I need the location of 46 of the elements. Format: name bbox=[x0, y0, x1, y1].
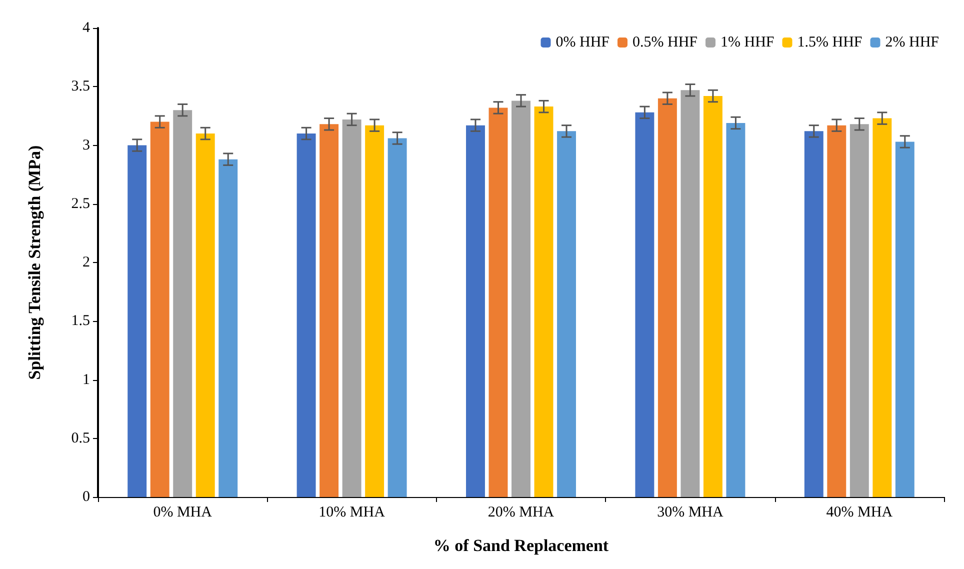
y-tick-label: 3.5 bbox=[71, 78, 90, 95]
y-tick-label: 0.5 bbox=[71, 430, 90, 446]
x-tick-label: 40% MHA bbox=[826, 504, 893, 520]
bar bbox=[218, 159, 238, 497]
bar bbox=[658, 98, 677, 497]
y-tick-label: 0 bbox=[82, 489, 90, 505]
bar bbox=[635, 112, 654, 497]
y-tick-label: 1.5 bbox=[71, 313, 90, 330]
y-tick-label: 4 bbox=[82, 20, 90, 36]
y-tick-label: 2 bbox=[82, 254, 90, 270]
bar bbox=[557, 131, 576, 497]
y-tick-label: 1 bbox=[82, 372, 90, 388]
x-axis-title: % of Sand Replacement bbox=[433, 536, 609, 555]
bar bbox=[804, 131, 824, 497]
bar bbox=[342, 119, 362, 497]
legend-label: 1% HHF bbox=[720, 34, 774, 50]
bar bbox=[512, 100, 530, 497]
bar bbox=[680, 90, 700, 497]
x-tick-label: 10% MHA bbox=[318, 504, 386, 520]
bar bbox=[850, 124, 869, 497]
y-axis-title: Splitting Tensile Strength (MPa) bbox=[25, 145, 44, 380]
x-tick-label: 30% MHA bbox=[657, 504, 724, 520]
bar bbox=[703, 96, 722, 497]
x-tick-label: 20% MHA bbox=[488, 504, 554, 520]
legend-label: 0% HHF bbox=[556, 34, 610, 50]
bar bbox=[296, 134, 316, 497]
bar bbox=[150, 122, 170, 497]
bar bbox=[128, 145, 147, 497]
bar bbox=[534, 106, 554, 497]
bar bbox=[895, 142, 914, 497]
legend-label: 1.5% HHF bbox=[797, 34, 862, 50]
bar bbox=[320, 124, 339, 497]
bar bbox=[466, 125, 485, 497]
legend-label: 0.5% HHF bbox=[632, 34, 698, 50]
bar bbox=[726, 122, 746, 497]
bar bbox=[365, 125, 384, 497]
x-tick-label: 0% MHA bbox=[153, 504, 212, 520]
y-tick-label: 2.5 bbox=[71, 196, 90, 212]
bar bbox=[173, 110, 192, 497]
bar bbox=[827, 125, 846, 497]
y-tick-label: 3 bbox=[82, 137, 90, 154]
legend-label: 2% HHF bbox=[885, 34, 940, 50]
bar bbox=[872, 118, 892, 497]
bar bbox=[196, 134, 215, 497]
bar bbox=[488, 108, 508, 497]
bar bbox=[388, 138, 407, 497]
